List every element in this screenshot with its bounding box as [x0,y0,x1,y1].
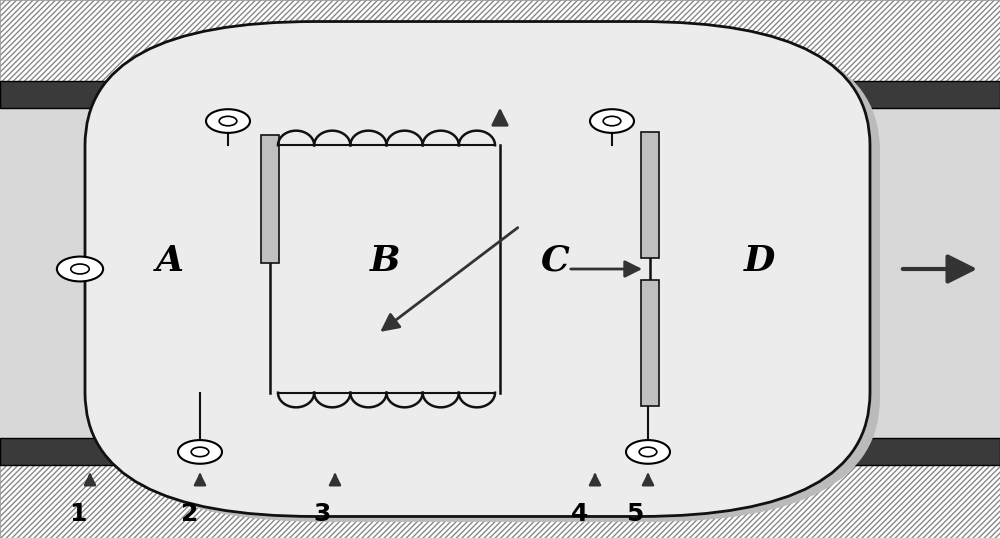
Text: 3: 3 [313,502,331,526]
Circle shape [590,109,634,133]
Circle shape [639,447,657,457]
FancyBboxPatch shape [85,22,870,516]
Text: D: D [744,244,776,278]
Bar [0,438,1000,465]
Circle shape [71,264,89,274]
Bar [0,108,1000,438]
Circle shape [191,447,209,457]
Circle shape [219,116,237,126]
Circle shape [626,440,670,464]
Text: C: C [541,244,569,278]
Bar [0,465,1000,538]
Bar [261,134,279,263]
Text: 1: 1 [69,502,87,526]
Bar [0,0,1000,81]
FancyBboxPatch shape [95,27,880,522]
Bar [0,81,1000,108]
Bar [641,132,659,258]
Bar [641,280,659,406]
Circle shape [57,257,103,281]
Circle shape [603,116,621,126]
Text: 5: 5 [626,502,644,526]
Bar [0,465,1000,538]
Text: 4: 4 [571,502,589,526]
Circle shape [178,440,222,464]
Text: B: B [370,244,400,278]
Text: A: A [156,244,184,278]
Bar [0,0,1000,81]
Text: 2: 2 [181,502,199,526]
Circle shape [206,109,250,133]
